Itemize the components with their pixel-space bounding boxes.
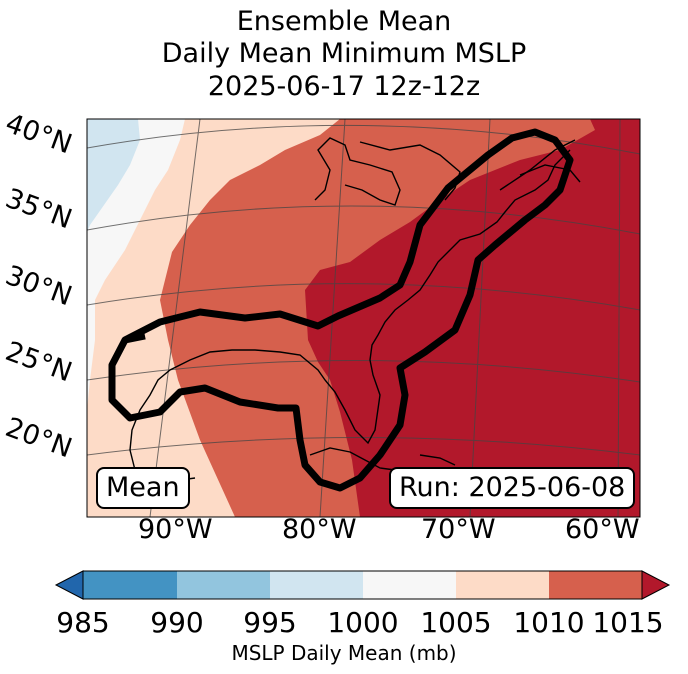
colorbar-tick: 1000 — [327, 606, 399, 639]
title-line-1: Ensemble Mean — [236, 6, 452, 37]
lon-label: 60°W — [565, 514, 640, 545]
colorbar-tick: 995 — [243, 606, 297, 639]
title-line-3: 2025-06-17 12z-12z — [207, 71, 481, 102]
colorbar-frame — [82, 570, 643, 600]
colorbar-tick: 1010 — [513, 606, 585, 639]
colorbar-extend-high — [641, 570, 671, 600]
lon-label: 80°W — [282, 514, 357, 545]
colorbar-bin-995-1000 — [270, 571, 363, 599]
mslp-field-995 — [87, 119, 140, 232]
map-frame — [86, 118, 641, 518]
colorbar-bin-1000-1005 — [363, 571, 456, 599]
colorbar-bin-1010-1015 — [549, 571, 642, 599]
colorbar-tick: 990 — [150, 606, 204, 639]
run-date-box: Run: 2025-06-08 — [389, 467, 636, 509]
mslp-field-1010 — [87, 119, 595, 517]
colorbar-bin-985-990 — [83, 571, 177, 599]
colorbar-bin-1005-1010 — [456, 571, 549, 599]
colorbar-extend-low — [54, 570, 84, 600]
colorbar-tick: 985 — [56, 606, 110, 639]
colorbar-tick: 1005 — [420, 606, 492, 639]
mean-box: Mean — [96, 467, 190, 509]
ensemble-outline-gulf-edge — [124, 332, 146, 344]
lon-label: 90°W — [138, 514, 213, 545]
coastlines — [129, 137, 581, 488]
ensemble-outline — [108, 128, 574, 492]
colorbar-tick: 1015 — [592, 606, 664, 639]
colorbar-label: MSLP Daily Mean (mb) — [231, 641, 457, 665]
colorbar-bin-990-995 — [177, 571, 270, 599]
lon-label: 70°W — [421, 514, 496, 545]
title-line-2: Daily Mean Minimum MSLP — [161, 38, 527, 69]
